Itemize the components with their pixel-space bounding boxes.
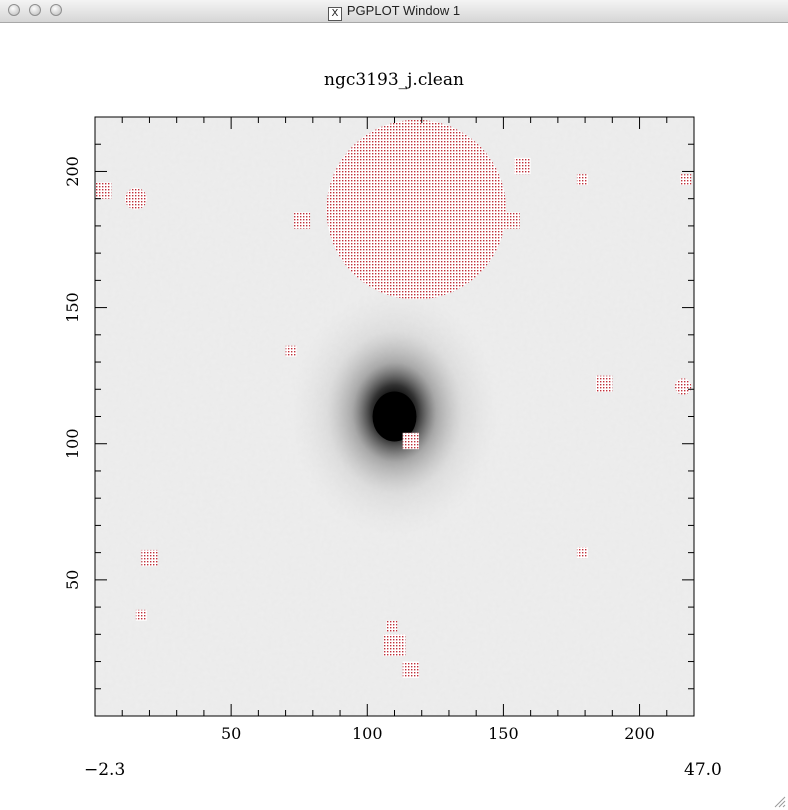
resize-grip-icon[interactable] bbox=[773, 795, 786, 808]
masked-region-dots-4 bbox=[293, 212, 311, 229]
range-max-label: 47.0 bbox=[684, 760, 722, 780]
masked-region-dots-15 bbox=[135, 609, 147, 621]
masked-region-dots-3 bbox=[95, 182, 112, 199]
masked-region-dots-13 bbox=[141, 549, 158, 567]
galaxy-core bbox=[372, 391, 417, 442]
masked-region-dots-14 bbox=[576, 547, 588, 559]
masked-region-dots-10 bbox=[595, 375, 613, 392]
window-title-wrap: X PGPLOT Window 1 bbox=[0, 3, 788, 21]
window-titlebar[interactable]: X PGPLOT Window 1 bbox=[0, 0, 788, 23]
minimize-window-button[interactable] bbox=[29, 4, 41, 16]
x11-icon: X bbox=[327, 7, 342, 21]
x-tick-label: 100 bbox=[352, 724, 383, 743]
masked-region-dots-7 bbox=[576, 174, 588, 186]
close-window-button[interactable] bbox=[8, 4, 20, 16]
x-tick-label: 50 bbox=[221, 724, 241, 743]
range-min-label: −2.3 bbox=[84, 760, 126, 780]
masked-region-dots-9 bbox=[285, 345, 297, 357]
masked-region-dots-12 bbox=[402, 432, 420, 450]
masked-region-dots-5 bbox=[503, 212, 520, 229]
x-tick-label: 200 bbox=[624, 724, 655, 743]
masked-region-dots-18 bbox=[402, 661, 420, 678]
y-tick-label: 150 bbox=[63, 292, 82, 323]
y-tick-label: 100 bbox=[63, 428, 82, 459]
masked-region-dots-17 bbox=[383, 634, 406, 657]
masked-region-dots-1 bbox=[326, 119, 507, 300]
y-tick-label: 200 bbox=[63, 156, 82, 187]
masked-region-dots-2 bbox=[124, 187, 147, 210]
masked-region-dots-11 bbox=[674, 378, 692, 395]
window-title: PGPLOT Window 1 bbox=[346, 3, 461, 18]
masked-region-dots-8 bbox=[680, 174, 692, 186]
masked-region-dots-16 bbox=[386, 620, 398, 632]
masked-region-dots-6 bbox=[514, 157, 531, 175]
x-tick-label: 150 bbox=[488, 724, 519, 743]
y-tick-label: 50 bbox=[63, 570, 82, 590]
plot-title: ngc3193_j.clean bbox=[324, 70, 464, 90]
zoom-window-button[interactable] bbox=[50, 4, 62, 16]
